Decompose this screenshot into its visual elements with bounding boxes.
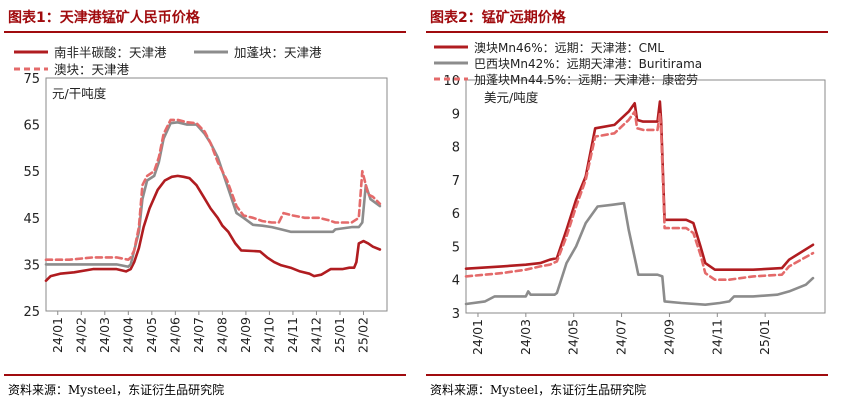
legend-label-3: 加蓬块Mn44.5%：远期：天津港：康密劳	[474, 72, 698, 87]
y-tick-label: 45	[23, 212, 40, 227]
x-tick-label: 24/07	[614, 319, 629, 355]
series-line-3	[466, 112, 813, 280]
y-tick-label: 6	[452, 207, 460, 222]
series-line-2	[466, 203, 813, 305]
y-tick-label: 3	[452, 307, 460, 322]
x-tick-label: 24/06	[167, 317, 182, 353]
x-tick-label: 24/12	[308, 317, 323, 353]
x-tick-label: 25/02	[355, 317, 370, 353]
x-tick-label: 24/08	[214, 317, 229, 353]
series-line-1	[466, 102, 813, 270]
series-line-3	[46, 120, 380, 260]
x-tick-label: 24/03	[97, 317, 112, 353]
title-rule	[4, 31, 406, 33]
legend-label-3: 澳块：天津港	[54, 62, 130, 77]
y-axis-label: 元/干吨度	[52, 86, 107, 101]
x-tick-label: 24/10	[261, 317, 276, 353]
source-rule	[426, 374, 828, 376]
y-tick-label: 75	[23, 72, 40, 87]
x-tick-label: 24/07	[191, 317, 206, 353]
x-tick-label: 24/11	[709, 319, 724, 355]
x-tick-label: 24/05	[566, 319, 581, 355]
x-tick-label: 24/02	[73, 317, 88, 353]
x-tick-label: 24/09	[238, 317, 253, 353]
chart-title: 图表1：天津港锰矿人民币价格	[8, 7, 200, 27]
legend-label-2: 加蓬块：天津港	[234, 45, 322, 60]
series-line-2	[46, 122, 380, 266]
plot-area-frame	[46, 78, 387, 311]
x-tick-label: 24/01	[50, 317, 65, 353]
y-tick-label: 25	[23, 305, 40, 320]
y-tick-label: 55	[23, 165, 40, 180]
chart-panel-manganese-forward: 图表2：锰矿远期价格 10 9 8 7 6 5 4 3 24/01 24/03 24/05 24/07…	[422, 0, 832, 410]
x-tick-label: 25/01	[757, 319, 772, 355]
y-tick-label: 7	[452, 174, 460, 189]
x-tick-label: 24/01	[470, 319, 485, 355]
plot-area-frame	[466, 80, 825, 313]
chart-panel-manganese-rmb: 图表1：天津港锰矿人民币价格 75 65 55 45 35 25 24/01 24/02 24/…	[0, 0, 410, 410]
y-tick-label: 65	[23, 119, 40, 134]
x-tick-label: 25/01	[332, 317, 347, 353]
y-tick-label: 8	[452, 141, 460, 156]
y-tick-label: 5	[452, 240, 460, 255]
y-tick-label: 35	[23, 258, 40, 273]
chart-manganese-forward-price: 10 9 8 7 6 5 4 3 24/01 24/03 24/05 24/07 24/09 24/11 2…	[422, 36, 832, 374]
chart-manganese-rmb-price: 75 65 55 45 35 25 24/01 24/02 24/03 24/04 24/05 24/…	[0, 36, 410, 374]
x-tick-label: 24/11	[285, 317, 300, 353]
x-tick-label: 24/05	[144, 317, 159, 353]
x-tick-label: 24/09	[661, 319, 676, 355]
y-tick-label: 9	[452, 107, 460, 122]
y-tick-label: 10	[443, 74, 460, 89]
chart-title: 图表2：锰矿远期价格	[430, 7, 566, 27]
chart-source: 资料来源：Mysteel，东证衍生品研究院	[430, 381, 646, 398]
legend-label-1: 澳块Mn46%：远期：天津港：CML	[474, 41, 664, 55]
x-tick-label: 24/04	[120, 317, 135, 353]
legend-label-2: 巴西块Mn42%：远期天津港：Buritirama	[474, 57, 702, 71]
x-tick-label: 24/03	[518, 319, 533, 355]
y-axis-label: 美元/吨度	[484, 90, 539, 105]
chart-source: 资料来源：Mysteel，东证衍生品研究院	[8, 381, 224, 398]
source-rule	[4, 374, 406, 376]
y-tick-label: 4	[452, 274, 460, 289]
title-rule	[426, 31, 828, 33]
legend-label-1: 南非半碳酸：天津港	[54, 45, 167, 60]
